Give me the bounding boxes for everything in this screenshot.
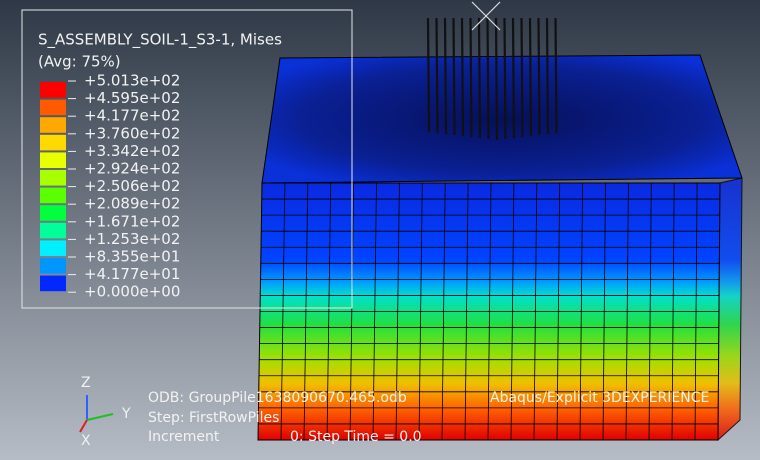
y-axis: [86, 413, 114, 421]
info: ODB: GroupPile1638090670.465.odb Abaqus/…: [148, 390, 709, 445]
odb: ODB: GroupPile1638090670.465.odb: [148, 390, 407, 406]
increment: Increment: [148, 429, 220, 445]
legend-level: +8.355e+01: [84, 248, 180, 266]
step: Step: FirstRowPiles: [148, 410, 279, 426]
pile: [469, 17, 473, 138]
legend-level: +1.253e+02: [84, 230, 180, 248]
legend-swatch: [40, 258, 66, 274]
legend-level: +4.177e+01: [84, 265, 180, 283]
top-face: [261, 54, 743, 184]
pile: [452, 17, 456, 136]
product: Abaqus/Explicit 3DEXPERIENCE: [490, 390, 709, 406]
pile: [511, 17, 516, 139]
legend-title: S_ASSEMBLY_SOIL-1_S3-1, Mises: [38, 31, 282, 50]
legend-box: [21, 9, 353, 309]
legend-level: +2.089e+02: [84, 195, 180, 213]
legend-swatch: [40, 170, 66, 186]
x-axis: [79, 419, 88, 433]
step-time: 0: Step Time = 0.0: [290, 429, 422, 445]
triad-x: X: [81, 433, 91, 449]
legend-swatch: [40, 152, 66, 168]
legend-level: +2.924e+02: [84, 160, 180, 178]
legend-swatch: [40, 222, 66, 239]
legend-swatch: [40, 275, 66, 292]
pile: [443, 17, 448, 135]
triad: Z Y X: [79, 375, 131, 449]
pile: [537, 17, 541, 136]
marker: [471, 1, 501, 31]
piles: [426, 1, 558, 141]
legend-level: +3.342e+02: [84, 142, 180, 160]
legend-level: +4.595e+02: [84, 89, 180, 107]
pile: [486, 17, 490, 140]
pile: [528, 17, 533, 137]
legend-levels: +5.013e+02+4.595e+02+4.177e+02+3.760e+02…: [40, 72, 180, 301]
legend-level: +4.177e+02: [84, 107, 180, 125]
triad-y: Y: [121, 406, 131, 422]
pile: [494, 17, 499, 141]
legend-level: +3.760e+02: [84, 124, 180, 142]
pile: [477, 17, 482, 139]
legend-level: +5.013e+02: [84, 72, 180, 90]
pile: [554, 17, 558, 134]
pile: [545, 17, 550, 135]
triad-z: Z: [81, 375, 91, 391]
pile: [503, 17, 507, 140]
pile: [520, 17, 524, 138]
legend-swatch: [40, 99, 66, 116]
legend-level: +1.671e+02: [84, 212, 180, 230]
legend-subtitle: (Avg: 75%): [38, 53, 121, 71]
legend-swatch: [40, 240, 66, 256]
legend-swatch: [40, 117, 66, 133]
legend-swatch: [40, 134, 66, 151]
legend-swatch: [40, 205, 66, 221]
legend-level: +0.000e+00: [84, 283, 180, 301]
pile: [435, 17, 439, 134]
legend-swatch: [40, 187, 66, 204]
soil-block: [257, 54, 743, 442]
side-face: [717, 177, 743, 442]
pile: [426, 17, 431, 133]
pile: [460, 17, 465, 137]
legend-level: +2.506e+02: [84, 177, 180, 195]
legend-swatch: [40, 82, 66, 98]
legend: S_ASSEMBLY_SOIL-1_S3-1, Mises (Avg: 75%)…: [21, 9, 353, 309]
